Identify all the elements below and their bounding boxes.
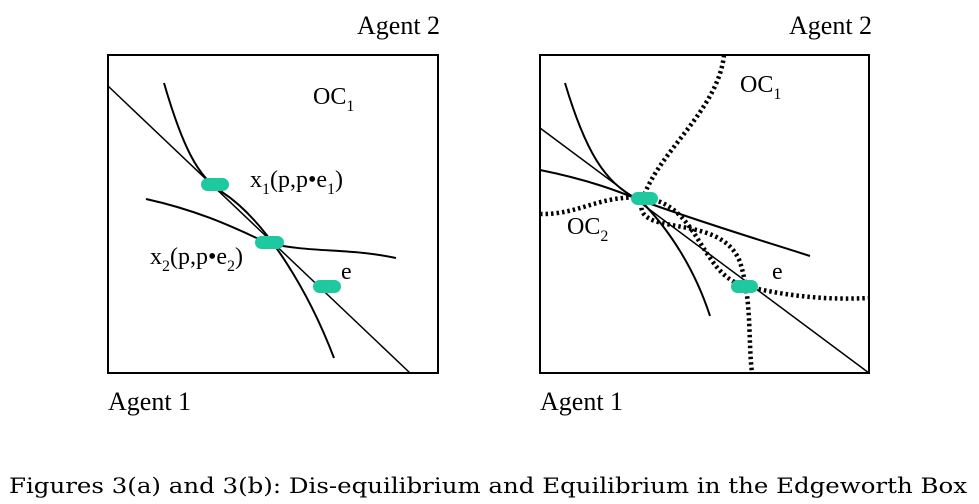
left-budget-line bbox=[107, 85, 411, 374]
left-oc1-label: OC1 bbox=[313, 84, 354, 115]
left-edgeworth-box bbox=[107, 54, 439, 374]
right-agent1-label: Agent 1 bbox=[540, 387, 623, 416]
right-agent2-label: Agent 2 bbox=[789, 11, 872, 40]
right-endowment-marker bbox=[731, 280, 758, 293]
right-offer-curve-1 bbox=[639, 54, 755, 374]
left-agent1-label: Agent 1 bbox=[108, 387, 191, 416]
left-x1-marker bbox=[201, 178, 229, 191]
right-endowment-label: e bbox=[772, 259, 783, 285]
left-endowment-marker bbox=[313, 280, 341, 293]
right-panel: Agent 2 Agent 1 OC1 OC2 e bbox=[539, 11, 872, 416]
left-x1-demand-label: x1(p,p•e1) bbox=[250, 167, 343, 198]
right-equilibrium-marker bbox=[631, 192, 658, 205]
right-oc1-label: OC1 bbox=[740, 72, 781, 103]
left-x2-marker bbox=[255, 236, 284, 249]
left-agent2-label: Agent 2 bbox=[357, 11, 440, 40]
left-endowment-label: e bbox=[341, 259, 352, 285]
right-offer-curve-2 bbox=[539, 195, 870, 301]
left-indifference-curve-agent1 bbox=[163, 82, 335, 359]
figure-caption: Figures 3(a) and 3(b): Dis-equilibrium a… bbox=[9, 474, 967, 498]
right-oc2-label: OC2 bbox=[567, 214, 608, 245]
left-panel: Agent 2 Agent 1 OC1 x1(p,p•e1) x2(p,p•e2… bbox=[107, 11, 440, 416]
left-x2-demand-label: x2(p,p•e2) bbox=[150, 244, 243, 275]
